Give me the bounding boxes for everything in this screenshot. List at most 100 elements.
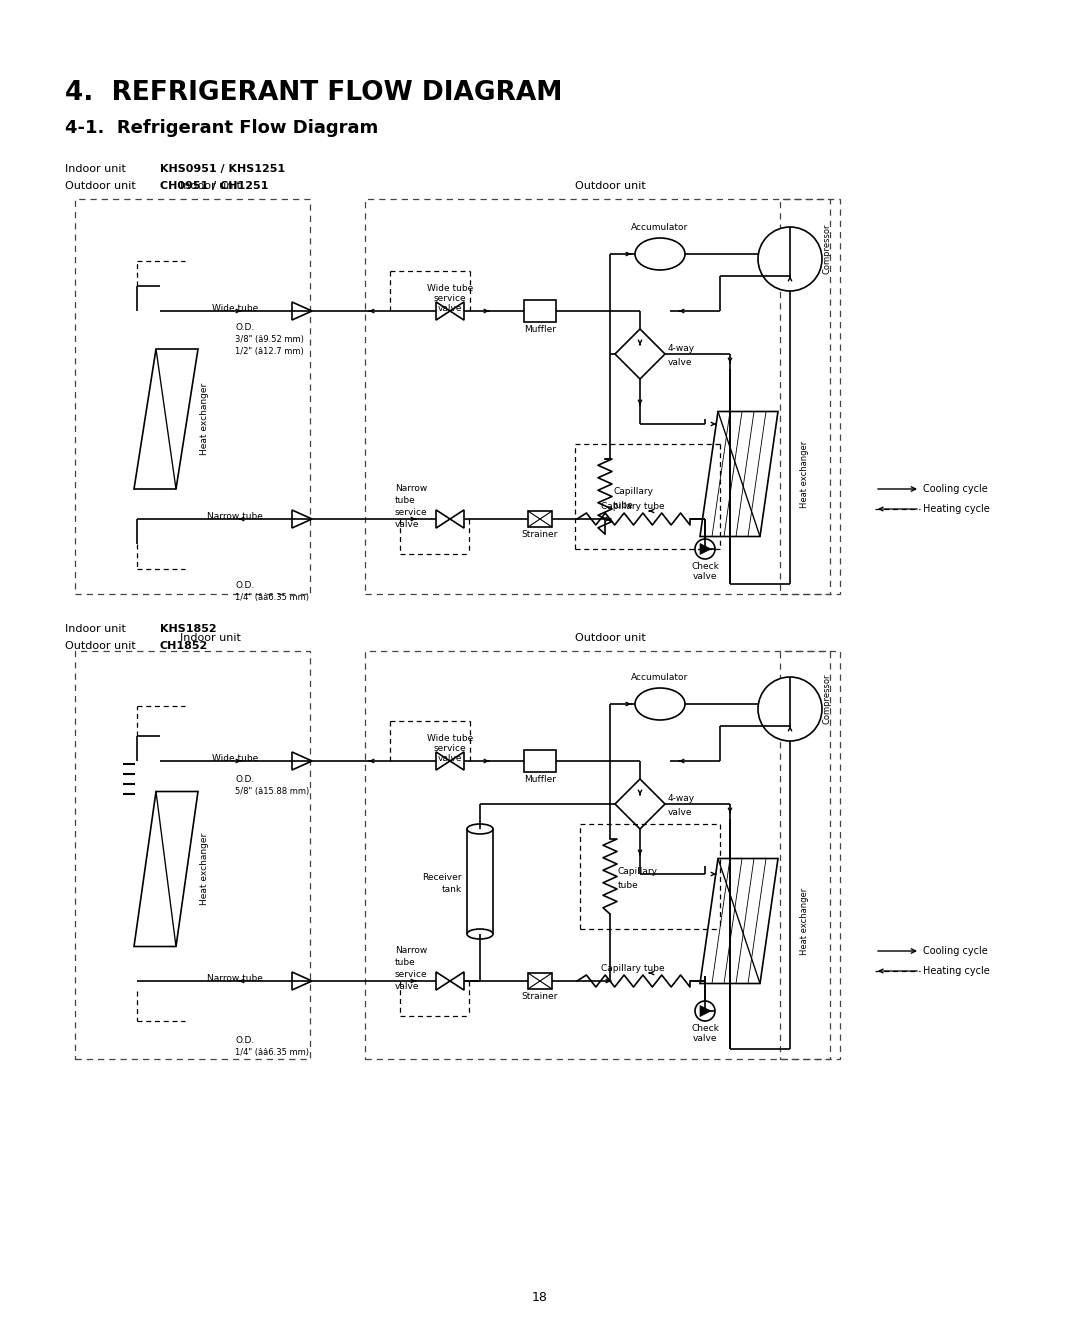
Text: valve: valve <box>437 754 462 763</box>
Circle shape <box>696 1001 715 1021</box>
Text: 3/8" (â9.52 mm): 3/8" (â9.52 mm) <box>235 335 303 344</box>
Polygon shape <box>615 779 665 829</box>
Text: valve: valve <box>437 304 462 314</box>
Text: valve: valve <box>395 520 419 529</box>
Circle shape <box>758 676 822 742</box>
Text: Compressor: Compressor <box>822 674 831 724</box>
Circle shape <box>758 227 822 291</box>
Text: Indoor unit: Indoor unit <box>65 163 126 174</box>
Text: Wide tube: Wide tube <box>212 754 258 763</box>
Polygon shape <box>436 302 450 320</box>
Ellipse shape <box>635 238 685 270</box>
Text: Cooling cycle: Cooling cycle <box>923 946 988 956</box>
Text: tube: tube <box>613 501 634 509</box>
Text: 5/8" (â15.88 mm): 5/8" (â15.88 mm) <box>235 787 309 796</box>
Text: Capillary: Capillary <box>613 488 653 497</box>
Bar <box>365 199 831 594</box>
Text: Wide tube: Wide tube <box>212 304 258 314</box>
Text: 1/4" (ââ6.35 mm): 1/4" (ââ6.35 mm) <box>235 1049 309 1057</box>
Text: KHS0951 / KHS1251: KHS0951 / KHS1251 <box>160 163 285 174</box>
Text: service: service <box>434 744 467 754</box>
Circle shape <box>696 540 715 560</box>
Polygon shape <box>700 1006 711 1017</box>
Polygon shape <box>134 792 198 946</box>
Text: Outdoor unit: Outdoor unit <box>65 641 136 651</box>
Text: Outdoor unit: Outdoor unit <box>575 181 646 191</box>
Text: O.D.: O.D. <box>235 1037 254 1045</box>
Text: tube: tube <box>618 881 638 889</box>
Text: Outdoor unit: Outdoor unit <box>575 633 646 643</box>
Text: Strainer: Strainer <box>522 991 558 1001</box>
Text: CH0951 / CH1251: CH0951 / CH1251 <box>160 181 268 191</box>
Text: Compressor: Compressor <box>822 223 831 274</box>
Text: Accumulator: Accumulator <box>632 223 689 233</box>
Bar <box>365 651 831 1059</box>
Bar <box>528 973 552 989</box>
Polygon shape <box>436 510 450 528</box>
Bar <box>780 651 840 1059</box>
Polygon shape <box>436 971 450 990</box>
Polygon shape <box>450 510 464 528</box>
Text: Cooling cycle: Cooling cycle <box>923 484 988 494</box>
Text: valve: valve <box>395 982 419 991</box>
Bar <box>75 199 310 594</box>
Text: Narrow tube: Narrow tube <box>207 974 262 983</box>
Text: Strainer: Strainer <box>522 530 558 540</box>
Text: Indoor unit: Indoor unit <box>179 633 241 643</box>
Text: Heat exchanger: Heat exchanger <box>800 440 809 508</box>
Text: Capillary: Capillary <box>618 868 658 877</box>
Text: Indoor unit: Indoor unit <box>179 181 241 191</box>
Polygon shape <box>700 859 778 983</box>
Bar <box>524 750 556 772</box>
Text: Wide tube: Wide tube <box>427 284 473 292</box>
Bar <box>780 199 840 594</box>
Polygon shape <box>615 330 665 379</box>
Text: valve: valve <box>692 1034 717 1043</box>
Text: 18: 18 <box>532 1290 548 1304</box>
Ellipse shape <box>635 688 685 720</box>
Text: Accumulator: Accumulator <box>632 672 689 682</box>
Ellipse shape <box>467 824 492 835</box>
Text: tank: tank <box>442 885 462 894</box>
Polygon shape <box>700 544 711 554</box>
Text: tube: tube <box>395 496 416 505</box>
Text: Receiver: Receiver <box>422 873 462 881</box>
Text: 4-1.  Refrigerant Flow Diagram: 4-1. Refrigerant Flow Diagram <box>65 120 378 137</box>
Text: Outdoor unit: Outdoor unit <box>65 181 136 191</box>
Text: Check: Check <box>691 562 719 571</box>
Polygon shape <box>450 302 464 320</box>
Text: service: service <box>434 294 467 303</box>
Text: CH1852: CH1852 <box>160 641 208 651</box>
Text: Heating cycle: Heating cycle <box>923 504 989 514</box>
Text: KHS1852: KHS1852 <box>160 625 217 634</box>
Text: tube: tube <box>395 958 416 968</box>
Bar <box>75 651 310 1059</box>
Bar <box>524 300 556 322</box>
Text: valve: valve <box>669 808 692 817</box>
Text: 4.  REFRIGERANT FLOW DIAGRAM: 4. REFRIGERANT FLOW DIAGRAM <box>65 80 563 106</box>
Text: service: service <box>395 970 428 979</box>
Polygon shape <box>134 350 198 489</box>
Text: O.D.: O.D. <box>235 581 254 590</box>
Text: Heat exchanger: Heat exchanger <box>800 888 809 954</box>
Text: Capillary tube: Capillary tube <box>602 964 665 973</box>
Polygon shape <box>450 752 464 769</box>
Text: Indoor unit: Indoor unit <box>65 625 126 634</box>
Polygon shape <box>450 971 464 990</box>
Polygon shape <box>700 412 778 537</box>
Text: Check: Check <box>691 1025 719 1033</box>
Text: 1/2" (â12.7 mm): 1/2" (â12.7 mm) <box>235 347 303 356</box>
Text: Narrow: Narrow <box>395 946 428 956</box>
Text: valve: valve <box>669 358 692 367</box>
Text: Narrow: Narrow <box>395 484 428 493</box>
Text: Narrow tube: Narrow tube <box>207 512 262 521</box>
Text: Muffler: Muffler <box>524 775 556 784</box>
Text: service: service <box>395 508 428 517</box>
Text: 4-way: 4-way <box>669 793 696 803</box>
Ellipse shape <box>467 929 492 940</box>
Text: Muffler: Muffler <box>524 326 556 334</box>
Text: Capillary tube: Capillary tube <box>602 502 665 510</box>
Text: valve: valve <box>692 571 717 581</box>
Text: Heat exchanger: Heat exchanger <box>200 833 210 905</box>
Bar <box>528 510 552 528</box>
